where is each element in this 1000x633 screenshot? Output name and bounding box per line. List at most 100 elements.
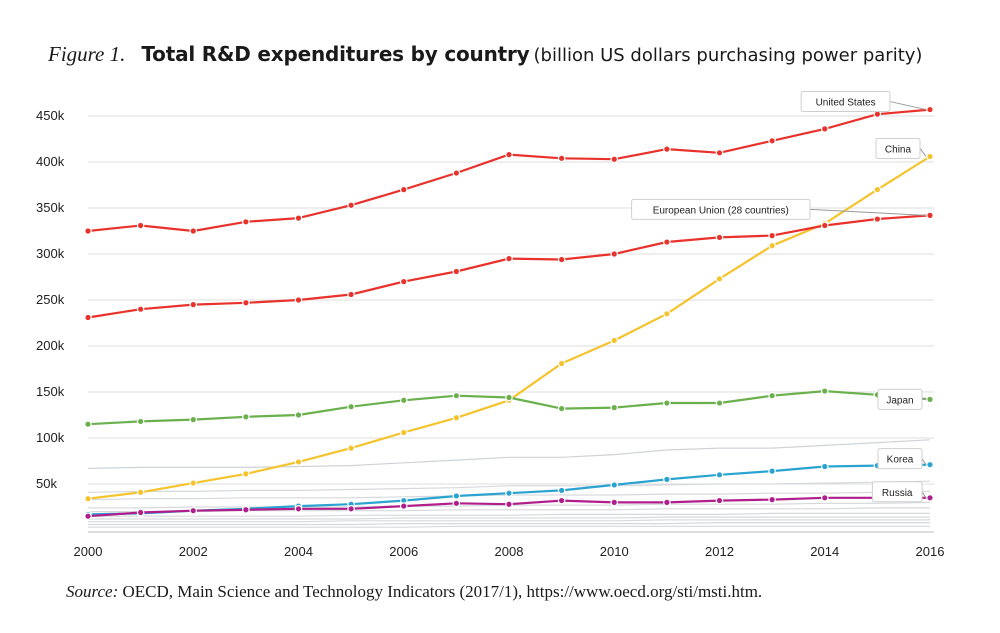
callout-label: Korea xyxy=(887,455,914,466)
data-point xyxy=(452,169,461,177)
data-point xyxy=(663,238,671,246)
x-tick-label: 2008 xyxy=(495,544,524,559)
data-point xyxy=(768,391,776,400)
data-point xyxy=(820,221,829,230)
data-point xyxy=(189,415,198,424)
data-point xyxy=(399,277,408,286)
data-point xyxy=(189,506,198,515)
data-point xyxy=(820,493,829,502)
data-point xyxy=(505,254,513,263)
data-point xyxy=(926,460,934,469)
callout-korea: Korea xyxy=(877,448,927,470)
callout-china: China xyxy=(875,137,927,159)
chart-title: Total R&D expenditures by country xyxy=(141,42,530,66)
data-point xyxy=(505,489,513,498)
x-tick-label: 2004 xyxy=(284,544,313,559)
data-point xyxy=(84,512,92,521)
data-point xyxy=(399,396,408,405)
data-point xyxy=(610,155,619,164)
data-point xyxy=(610,498,619,507)
data-point xyxy=(715,233,724,242)
x-tick-label: 2014 xyxy=(810,544,839,559)
data-point xyxy=(347,402,355,411)
data-point xyxy=(715,470,724,479)
data-point xyxy=(242,505,250,514)
chart-subtitle: (billion US dollars purchasing power par… xyxy=(533,45,923,66)
data-point xyxy=(294,411,303,419)
y-tick-label: 200k xyxy=(36,338,65,353)
data-point xyxy=(768,231,776,240)
data-point xyxy=(84,494,92,503)
y-tick-label: 350k xyxy=(36,200,65,215)
data-point xyxy=(557,255,566,264)
background-series-line xyxy=(87,439,931,469)
series-russia xyxy=(84,493,934,521)
data-point xyxy=(610,336,619,345)
callout-box xyxy=(875,137,921,159)
data-point xyxy=(84,313,92,322)
data-point xyxy=(189,227,198,235)
x-axis-ticks: 2000 2002 2004 2006 2008 2010 2012 2014 2016 xyxy=(74,544,945,559)
background-series-line xyxy=(88,525,930,528)
data-point xyxy=(189,479,198,487)
data-point xyxy=(136,508,145,517)
data-point xyxy=(663,309,671,318)
y-tick-label: 400k xyxy=(36,154,65,169)
data-point xyxy=(610,481,619,489)
data-point xyxy=(294,505,303,513)
y-tick-label: 250k xyxy=(36,292,65,307)
data-point xyxy=(347,201,355,210)
y-tick-label: 450k xyxy=(36,108,65,123)
y-axis-ticks: 50k 100k 150k 200k 250k 300k 350k 400k 450k xyxy=(36,108,65,491)
callout-japan: Japan xyxy=(877,388,926,410)
data-point xyxy=(505,393,513,402)
data-point xyxy=(452,267,461,276)
x-tick-label: 2006 xyxy=(389,544,418,559)
data-point xyxy=(242,470,250,478)
data-point xyxy=(347,444,355,452)
data-point xyxy=(505,500,513,509)
data-point xyxy=(663,399,671,407)
callout-box xyxy=(800,91,891,113)
data-point xyxy=(820,125,829,133)
background-series-line xyxy=(88,519,930,523)
data-point xyxy=(399,428,408,437)
x-tick-label: 2010 xyxy=(600,544,629,559)
data-point xyxy=(557,496,566,505)
data-point xyxy=(557,404,566,413)
data-point xyxy=(452,413,461,422)
data-point xyxy=(926,152,934,161)
y-tick-label: 300k xyxy=(36,246,65,261)
callout-label: China xyxy=(885,144,912,155)
source-text: OECD, Main Science and Technology Indica… xyxy=(122,582,763,601)
callout-label: Japan xyxy=(886,395,913,406)
data-point xyxy=(873,215,882,223)
data-point xyxy=(505,150,513,159)
data-point xyxy=(820,462,829,471)
background-series-line xyxy=(88,522,930,526)
data-point xyxy=(557,359,566,368)
series-line-european-union-28-countries xyxy=(87,214,931,319)
data-point xyxy=(242,298,250,307)
data-point xyxy=(136,305,145,314)
callout-european-union-28-countries: European Union (28 countries) xyxy=(631,198,927,220)
data-point xyxy=(926,105,934,114)
data-point xyxy=(768,495,776,504)
data-point xyxy=(294,296,303,304)
callout-label: European Union (28 countries) xyxy=(653,205,789,216)
callout-label: Russia xyxy=(882,488,913,499)
callout-box xyxy=(877,448,923,470)
data-point xyxy=(663,145,671,153)
data-point xyxy=(873,185,882,194)
data-point xyxy=(557,486,566,495)
data-point xyxy=(715,149,724,157)
data-point xyxy=(294,214,303,222)
data-point xyxy=(926,493,934,502)
data-point xyxy=(294,458,303,466)
gridlines xyxy=(88,115,934,485)
data-point xyxy=(84,420,92,429)
data-point xyxy=(189,300,198,309)
data-point xyxy=(84,227,92,235)
callout-box xyxy=(871,481,923,503)
